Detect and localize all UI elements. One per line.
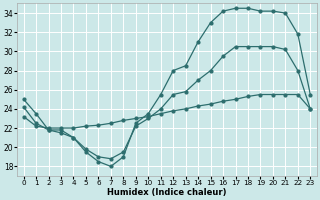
X-axis label: Humidex (Indice chaleur): Humidex (Indice chaleur) bbox=[107, 188, 227, 197]
